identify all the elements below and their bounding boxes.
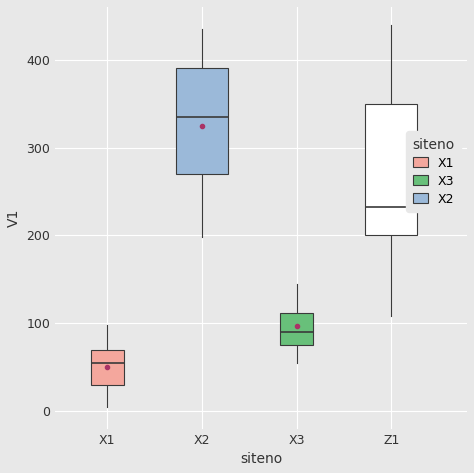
- Y-axis label: V1: V1: [7, 209, 21, 227]
- X-axis label: siteno: siteno: [240, 452, 283, 466]
- Bar: [280, 313, 313, 345]
- Legend: X1, X3, X2: X1, X3, X2: [406, 131, 461, 212]
- Bar: [365, 104, 417, 236]
- Bar: [91, 350, 124, 385]
- Bar: [176, 69, 228, 174]
